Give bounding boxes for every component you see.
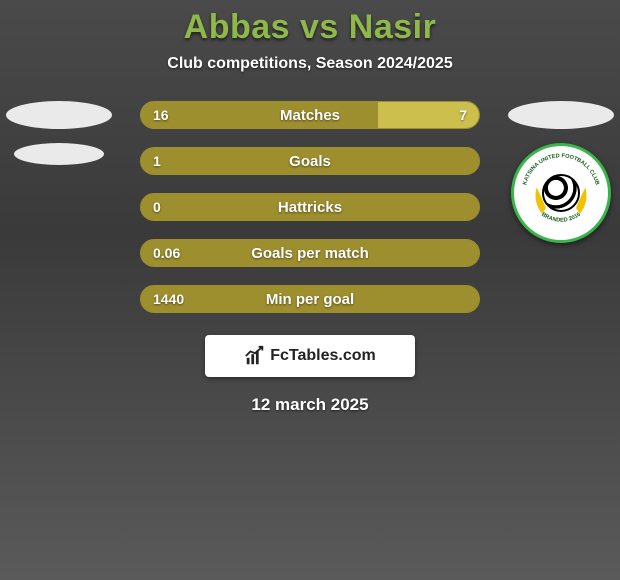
date-text: 12 march 2025 — [0, 395, 620, 415]
player-right-club-badge: KATSINA UNITED FOOTBALL CLUB BRANDED 201… — [511, 143, 611, 243]
stat-label: Matches — [141, 107, 479, 124]
stat-row: 0Hattricks — [140, 193, 480, 221]
player-left — [4, 101, 114, 165]
player-right: KATSINA UNITED FOOTBALL CLUB BRANDED 201… — [506, 101, 616, 243]
stat-row: 16Matches7 — [140, 101, 480, 129]
attribution-badge: FcTables.com — [205, 335, 415, 377]
stat-label: Hattricks — [141, 199, 479, 216]
stat-label: Min per goal — [141, 291, 479, 308]
stat-label: Goals — [141, 153, 479, 170]
stat-label: Goals per match — [141, 245, 479, 262]
player-left-avatar-placeholder — [6, 101, 112, 129]
player-right-avatar-placeholder — [508, 101, 614, 129]
page-title: Abbas vs Nasir — [0, 0, 620, 47]
page-subtitle: Club competitions, Season 2024/2025 — [0, 55, 620, 73]
attribution-text: FcTables.com — [270, 347, 376, 365]
player-left-badge-placeholder — [14, 143, 104, 165]
stat-rows: 16Matches7 1Goals 0Hattricks 0.06Goals per … — [140, 101, 480, 313]
stat-row: 0.06Goals per match — [140, 239, 480, 267]
stat-row: 1Goals — [140, 147, 480, 175]
chart-icon — [244, 345, 266, 367]
stat-row: 1440Min per goal — [140, 285, 480, 313]
comparison-panel: KATSINA UNITED FOOTBALL CLUB BRANDED 201… — [0, 101, 620, 313]
stat-value-right: 7 — [459, 107, 467, 123]
club-badge-leaves — [514, 146, 608, 240]
